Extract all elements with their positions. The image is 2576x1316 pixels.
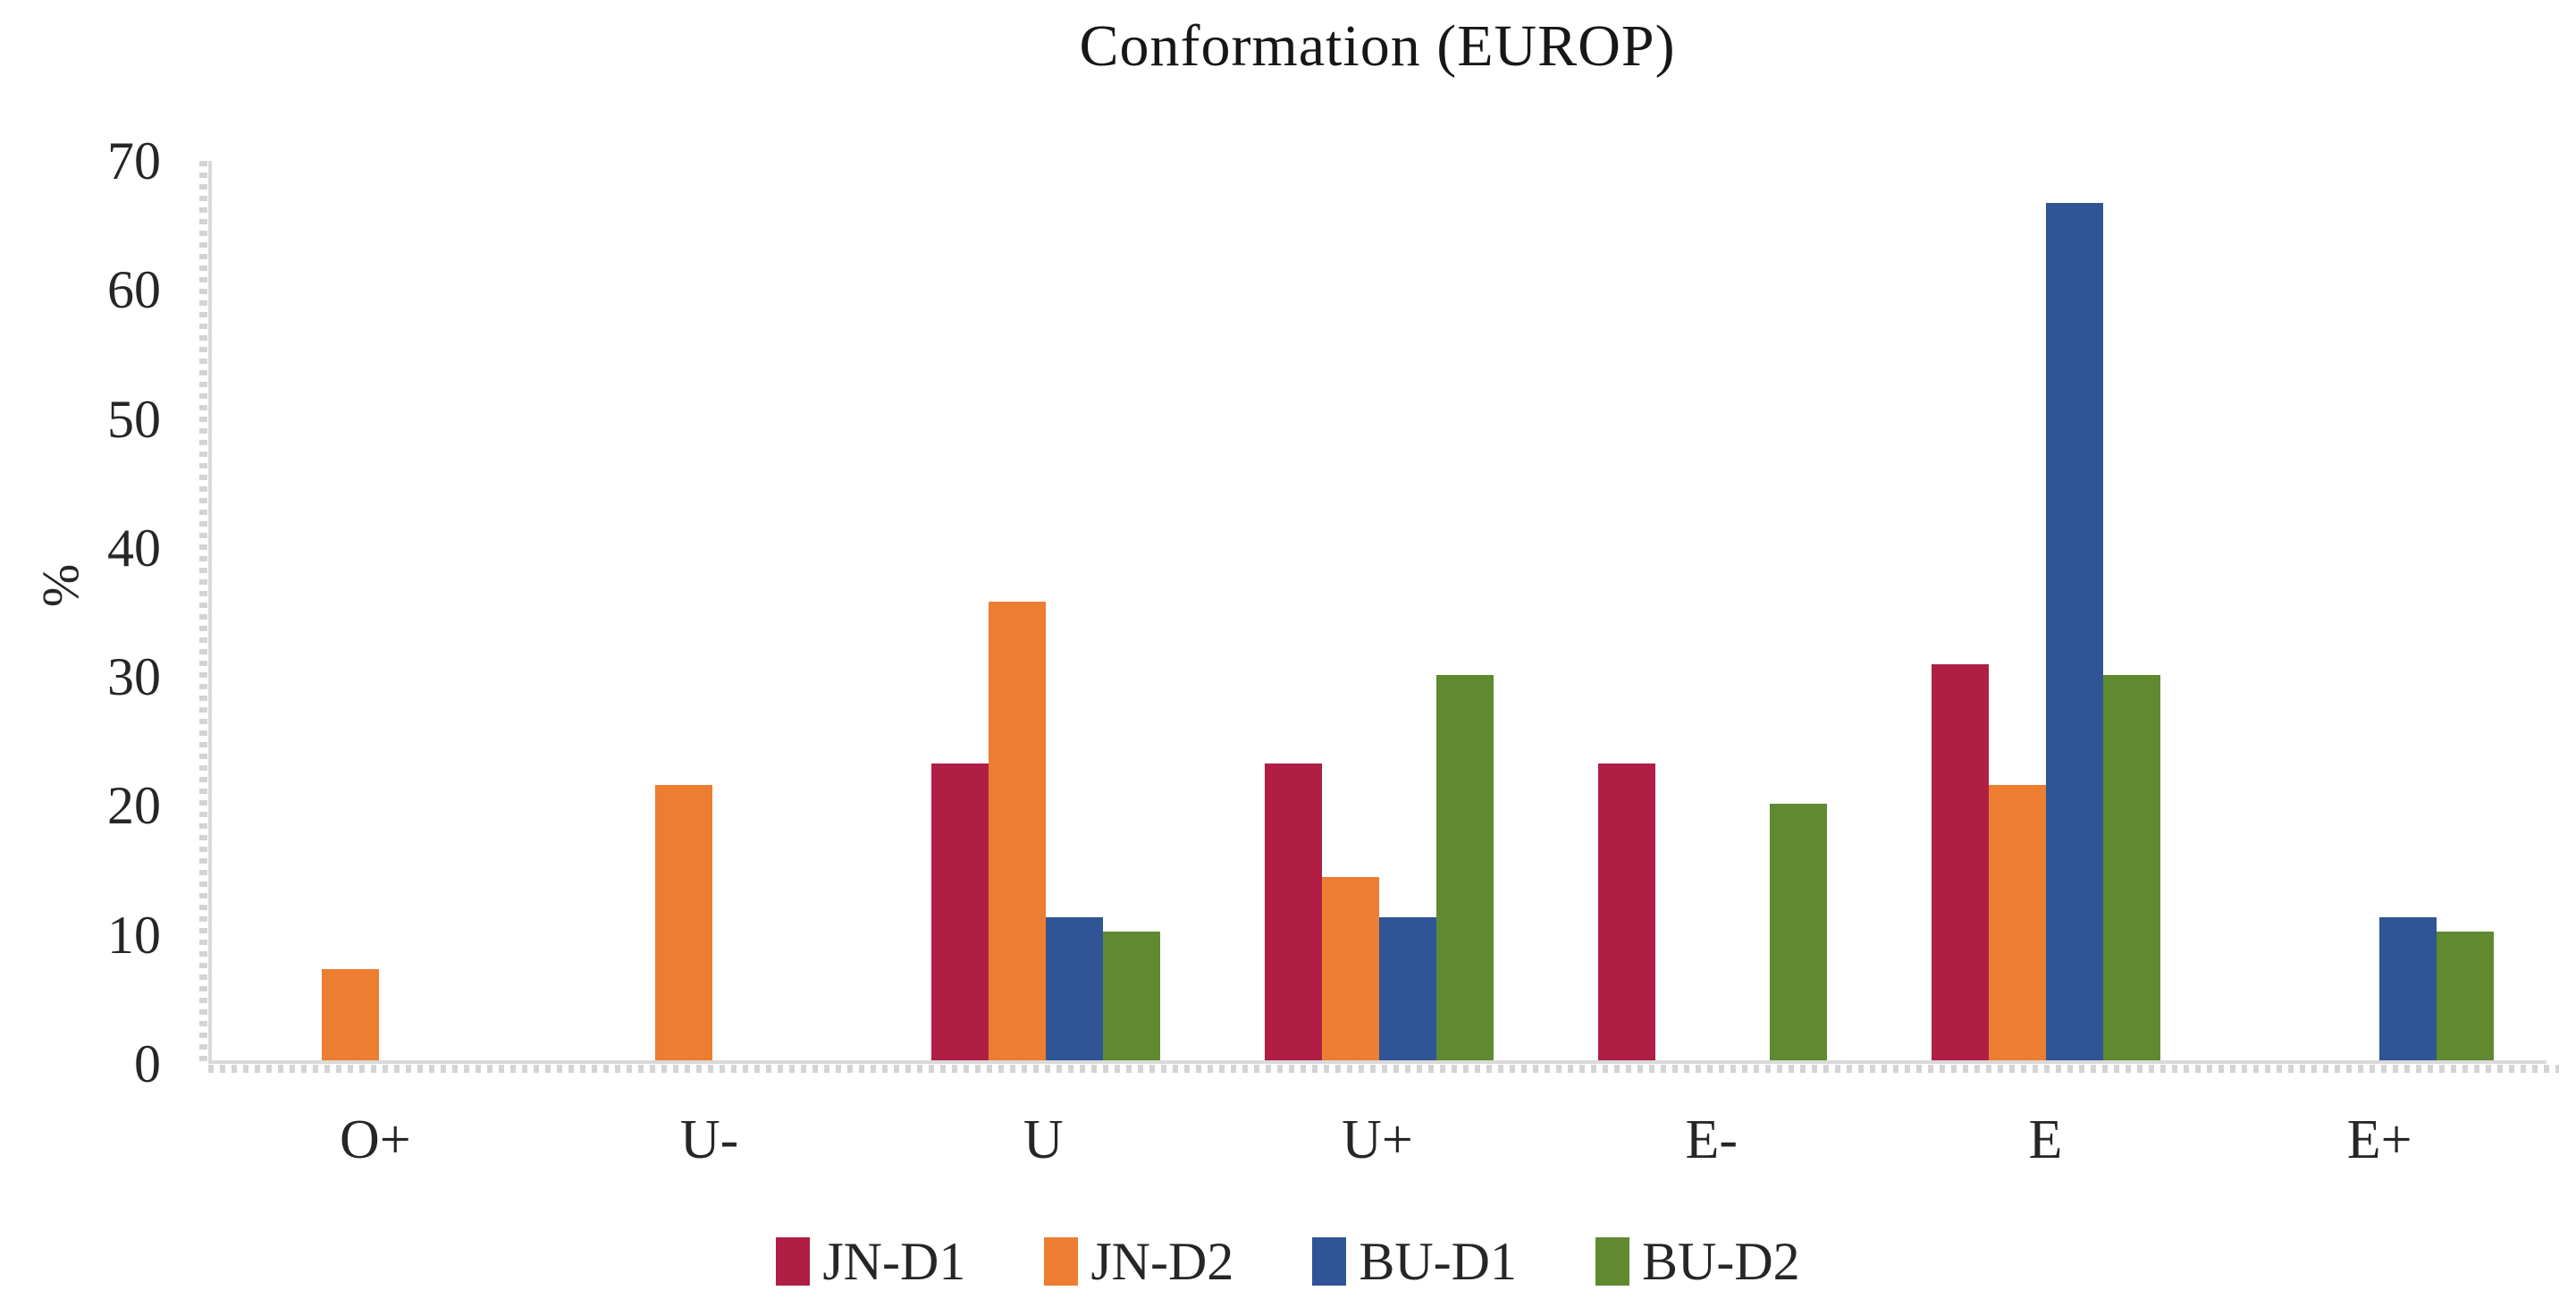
y-tick-70: 70: [107, 131, 161, 190]
legend-item-JN-D1: JN-D1: [776, 1230, 965, 1293]
plot-area: [208, 161, 2547, 1064]
y-axis-tick-labels: 0 10 20 30 40 50 60 70: [27, 131, 161, 1093]
bar-group-E-: [1546, 161, 1880, 1060]
x-label-U: U: [1023, 1109, 1064, 1170]
bar-JN-D2-U-: [654, 785, 712, 1060]
bar-group-E+: [2213, 161, 2547, 1060]
y-tick-30: 30: [107, 647, 161, 707]
bar-BU-D1-U+: [1378, 917, 1436, 1060]
bar-BU-D2-E: [2103, 674, 2161, 1060]
bar-group-U-: [545, 161, 879, 1060]
y-tick-20: 20: [107, 776, 161, 836]
x-label-E+: E+: [2346, 1109, 2412, 1170]
bar-BU-D2-U+: [1435, 674, 1494, 1060]
y-tick-0: 0: [134, 1034, 161, 1093]
bar-JN-D2-E: [1989, 785, 2047, 1060]
bar-JN-D2-U+: [1321, 876, 1379, 1060]
y-tick-40: 40: [107, 518, 161, 578]
bar-BU-D2-U: [1102, 932, 1160, 1060]
bar-JN-D1-E: [1932, 664, 1990, 1060]
bar-BU-D1-E+: [2379, 917, 2437, 1060]
legend-label-BU-D2: BU-D2: [1642, 1232, 1800, 1291]
legend-label-JN-D1: JN-D1: [822, 1232, 966, 1291]
legend: JN-D1 JN-D2 BU-D1 BU-D2: [0, 1230, 2576, 1293]
bar-group-O+: [212, 161, 545, 1060]
legend-item-BU-D2: BU-D2: [1595, 1230, 1800, 1293]
chart-title: Conformation (EUROP): [1079, 13, 1676, 79]
legend-swatch-JN-D1: [776, 1237, 811, 1286]
legend-swatch-BU-D1: [1312, 1237, 1347, 1286]
legend-label-JN-D2: JN-D2: [1090, 1232, 1234, 1291]
bar-BU-D2-E-: [1770, 803, 1828, 1060]
bar-JN-D1-E-: [1598, 763, 1656, 1060]
x-axis-category-labels: O+ U- U U+ E- E E+: [208, 1109, 2547, 1171]
x-label-U+: U+: [1342, 1109, 1413, 1170]
bar-BU-D2-E+: [2437, 932, 2495, 1060]
bar-JN-D1-U: [930, 763, 989, 1060]
bar-BU-D1-U: [1045, 917, 1103, 1060]
legend-item-BU-D1: BU-D1: [1312, 1230, 1517, 1293]
bar-groups: [212, 161, 2547, 1060]
y-tick-60: 60: [107, 260, 161, 320]
y-axis-tick-marks: [199, 161, 207, 1064]
legend-item-JN-D2: JN-D2: [1044, 1230, 1233, 1293]
x-label-O+: O+: [339, 1109, 411, 1170]
bar-JN-D1-U+: [1264, 763, 1322, 1060]
y-tick-50: 50: [107, 389, 161, 449]
bar-group-E: [1880, 161, 2213, 1060]
x-label-E-: E-: [1685, 1109, 1738, 1170]
legend-swatch-BU-D2: [1595, 1237, 1629, 1286]
bar-JN-D2-O+: [321, 968, 379, 1060]
bar-JN-D2-U: [988, 601, 1046, 1060]
x-label-U-: U-: [679, 1109, 739, 1170]
legend-label-BU-D1: BU-D1: [1359, 1232, 1517, 1291]
bar-group-U: [879, 161, 1212, 1060]
y-tick-10: 10: [107, 905, 161, 965]
bar-BU-D1-E: [2046, 203, 2104, 1060]
x-label-E: E: [2028, 1109, 2063, 1170]
legend-swatch-JN-D2: [1044, 1237, 1079, 1286]
bar-group-U+: [1212, 161, 1545, 1060]
x-axis-tick-marks: [208, 1065, 2559, 1073]
